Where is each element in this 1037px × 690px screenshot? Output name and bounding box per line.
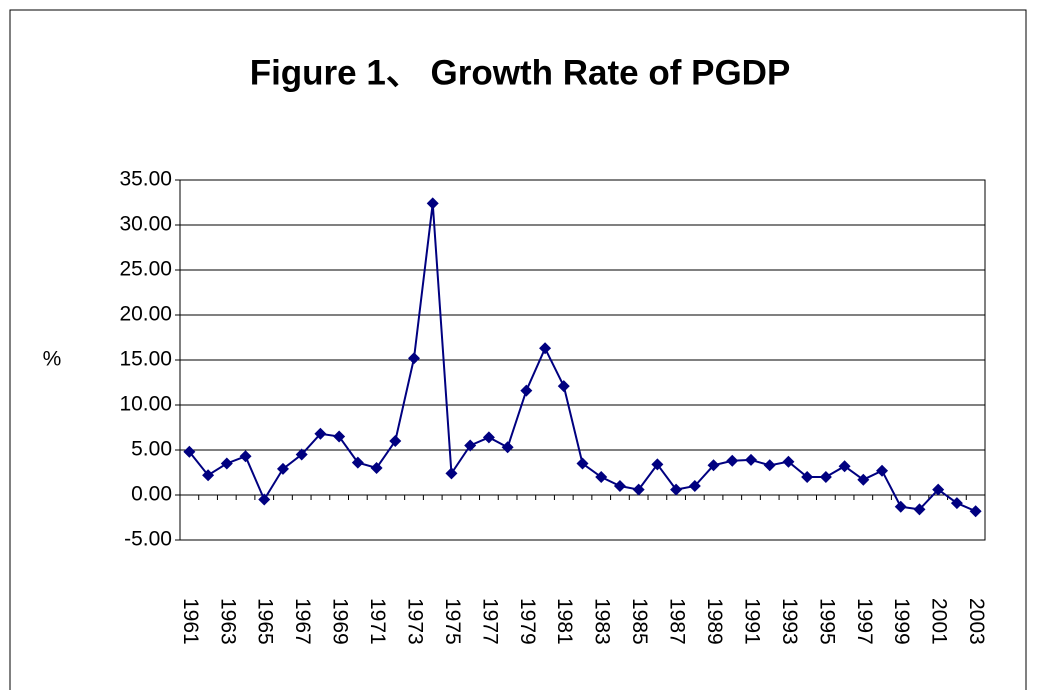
y-tick-label: 35.00 bbox=[119, 168, 172, 191]
x-tick-label: 1965 bbox=[254, 598, 277, 645]
data-point bbox=[464, 439, 477, 452]
data-point bbox=[595, 471, 608, 483]
data-point bbox=[782, 455, 795, 468]
chart-border bbox=[9, 9, 1027, 690]
x-tick-label: 1973 bbox=[403, 598, 426, 645]
data-point bbox=[389, 435, 402, 447]
data-point bbox=[894, 500, 907, 513]
x-tick-label: 1979 bbox=[516, 598, 539, 645]
x-tick-label: 1991 bbox=[740, 598, 763, 645]
data-point bbox=[763, 459, 776, 472]
data-point bbox=[445, 467, 458, 480]
data-point bbox=[426, 197, 439, 210]
data-point bbox=[408, 352, 421, 365]
x-tick-label: 1969 bbox=[329, 598, 352, 645]
data-point bbox=[520, 384, 533, 397]
x-tick-label: 1989 bbox=[703, 598, 726, 645]
data-point bbox=[276, 462, 289, 475]
data-point bbox=[370, 462, 383, 474]
data-point bbox=[576, 457, 589, 470]
chart-title: Figure 1、 Growth Rate of PGDP bbox=[250, 53, 791, 92]
data-point bbox=[726, 454, 739, 467]
data-point bbox=[857, 473, 870, 486]
y-tick-label: 15.00 bbox=[119, 348, 172, 371]
x-tick-label: 1977 bbox=[478, 598, 501, 645]
data-point bbox=[482, 431, 495, 444]
y-axis-label: % bbox=[43, 348, 62, 371]
data-point bbox=[707, 459, 720, 472]
y-tick-label: 5.00 bbox=[131, 438, 172, 461]
x-tick-label: 1985 bbox=[628, 598, 651, 645]
data-point bbox=[876, 464, 889, 477]
x-tick-label: 1993 bbox=[778, 598, 801, 645]
data-point bbox=[183, 445, 196, 458]
data-point bbox=[351, 456, 364, 469]
data-point bbox=[202, 469, 215, 482]
data-point bbox=[801, 471, 814, 483]
x-tick-label: 1961 bbox=[179, 598, 202, 645]
data-point bbox=[651, 458, 664, 471]
data-point bbox=[950, 497, 963, 510]
data-point bbox=[744, 453, 757, 466]
x-tick-label: 1983 bbox=[591, 598, 614, 645]
x-tick-label: 1981 bbox=[553, 598, 576, 645]
y-tick-label: 0.00 bbox=[131, 483, 172, 506]
y-tick-label: 20.00 bbox=[119, 303, 172, 326]
data-point bbox=[501, 441, 514, 454]
x-tick-label: 1997 bbox=[853, 598, 876, 645]
x-tick-label: 1987 bbox=[666, 598, 689, 645]
y-tick-label: 30.00 bbox=[119, 213, 172, 236]
x-tick-label: 1999 bbox=[890, 598, 913, 645]
x-tick-label: 2001 bbox=[928, 598, 951, 645]
x-tick-label: 1963 bbox=[216, 598, 239, 645]
y-tick-label: 10.00 bbox=[119, 393, 172, 416]
y-tick-label: -5.00 bbox=[124, 528, 172, 551]
x-tick-label: 2003 bbox=[965, 598, 988, 645]
data-point bbox=[539, 342, 552, 355]
data-point bbox=[295, 448, 308, 461]
data-point bbox=[932, 483, 945, 496]
y-tick-label: 25.00 bbox=[119, 258, 172, 281]
data-point bbox=[969, 505, 982, 518]
data-point bbox=[239, 450, 252, 463]
x-tick-label: 1967 bbox=[291, 598, 314, 645]
x-tick-label: 1995 bbox=[815, 598, 838, 645]
data-point bbox=[613, 480, 626, 492]
data-point bbox=[258, 493, 271, 506]
data-point bbox=[819, 471, 832, 483]
data-point bbox=[557, 380, 570, 393]
x-tick-label: 1971 bbox=[366, 598, 389, 645]
data-point bbox=[913, 503, 926, 516]
data-point bbox=[220, 457, 233, 470]
data-point bbox=[688, 480, 701, 492]
data-point bbox=[632, 483, 645, 496]
data-point bbox=[670, 483, 683, 496]
data-point bbox=[314, 427, 327, 440]
data-point bbox=[333, 430, 346, 443]
x-tick-label: 1975 bbox=[441, 598, 464, 645]
data-point bbox=[838, 460, 851, 473]
